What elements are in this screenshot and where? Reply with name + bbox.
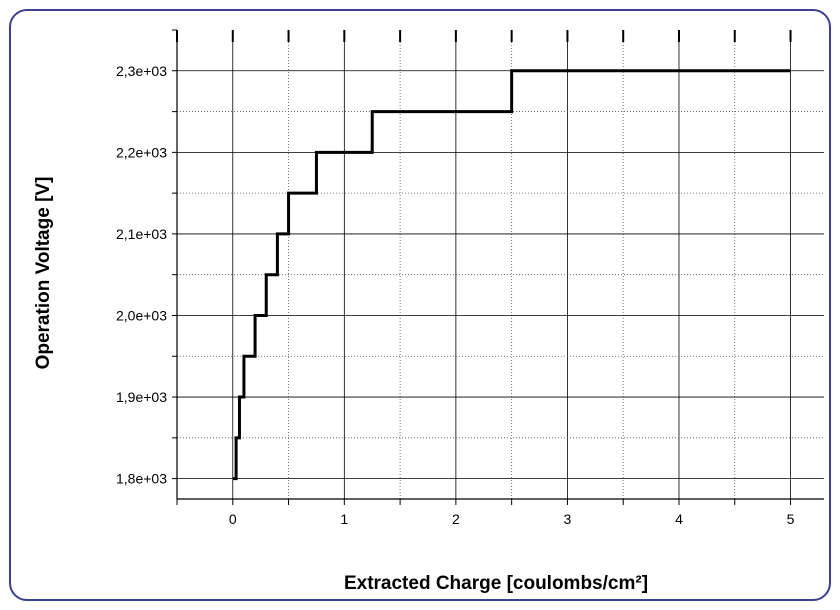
x-axis-title: Extracted Charge [coulombs/cm²] <box>344 573 648 594</box>
chart-frame: 0 1 2 3 4 5 1,8e+03 1,9e+03 2,0e+03 2,1e+03 2,2e+0… <box>9 9 831 601</box>
x-tick-label: 2 <box>452 511 460 527</box>
y-tick-label: 1,9e+03 <box>116 389 167 405</box>
tick-labels: 0 1 2 3 4 5 1,8e+03 1,9e+03 2,0e+03 2,1e+03 2,2e+0… <box>116 63 795 527</box>
x-tick-label: 0 <box>229 511 237 527</box>
chart-svg: 0 1 2 3 4 5 1,8e+03 1,9e+03 2,0e+03 2,1e+03 2,2e+0… <box>33 29 824 594</box>
y-tick-label: 2,3e+03 <box>116 63 167 79</box>
x-tick-label: 5 <box>787 511 795 527</box>
series-layer <box>232 69 791 481</box>
y-tick-label: 2,0e+03 <box>116 307 167 323</box>
y-tick-label: 2,2e+03 <box>116 144 167 160</box>
y-tick-label: 2,1e+03 <box>116 226 167 242</box>
axes <box>176 30 824 500</box>
y-axis-title: Operation Voltage [V] <box>33 177 54 370</box>
x-tick-label: 4 <box>675 511 683 527</box>
x-tick-label: 3 <box>564 511 572 527</box>
plot-area <box>177 30 824 499</box>
y-tick-label: 1,8e+03 <box>116 471 167 487</box>
x-tick-label: 1 <box>340 511 348 527</box>
series-line <box>232 69 791 481</box>
grid <box>177 30 824 499</box>
